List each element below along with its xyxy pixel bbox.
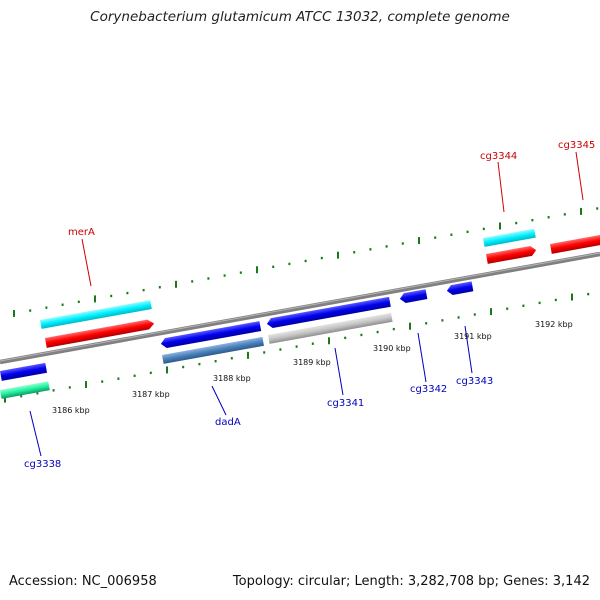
feature-cg3342-arrow [399, 289, 428, 303]
scale-label-3190: 3190 kbp [373, 344, 411, 353]
gene-label-cg3343: cg3343 [456, 376, 493, 387]
gene-label-cg3344: cg3344 [480, 151, 517, 162]
gene-label-cg3338: cg3338 [24, 459, 61, 470]
gene-label-cg3342: cg3342 [410, 384, 447, 395]
gene-label-merA: merA [68, 227, 95, 238]
feature-cg3338-arrow [0, 362, 48, 381]
gene-labels: merA cg3344 cg3345 cg3338 dadA cg3341 cg… [24, 140, 595, 470]
tick-row-upper [13, 207, 599, 317]
feature-merA-arrow [45, 319, 155, 348]
feature-cg3344-band [483, 228, 536, 247]
scale-label-3186: 3186 kbp [52, 406, 90, 415]
genome-summary-text: Topology: circular; Length: 3,282,708 bp… [232, 574, 590, 589]
gene-label-dadA: dadA [215, 417, 241, 428]
map-title: Corynebacterium glutamicum ATCC 13032, c… [90, 9, 510, 25]
scale-labels: 3186 kbp 3187 kbp 3188 kbp 3189 kbp 3190… [52, 320, 573, 415]
scale-label-3187: 3187 kbp [132, 390, 170, 399]
accession-text: Accession: NC_006958 [9, 574, 157, 589]
scale-label-3189: 3189 kbp [293, 358, 331, 367]
scale-label-3188: 3188 kbp [213, 374, 251, 383]
feature-cg3343-arrow [446, 281, 474, 295]
gene-label-cg3345: cg3345 [558, 140, 595, 151]
forward-features [40, 228, 600, 348]
feature-merA-band [40, 300, 152, 329]
feature-cg3341-arrow [266, 296, 391, 328]
leader-lines [29, 151, 584, 457]
gene-label-cg3341: cg3341 [327, 398, 364, 409]
feature-cg3338-band [0, 381, 50, 399]
feature-cg3344-arrow [486, 246, 537, 264]
reverse-features [0, 281, 474, 399]
backbone-line [0, 251, 600, 365]
feature-cg3341-band [268, 312, 393, 344]
feature-dadA-band [162, 336, 264, 364]
scale-label-3192: 3192 kbp [535, 320, 573, 329]
backbone-highlight [0, 252, 600, 362]
feature-cg3345-arrow [550, 233, 600, 254]
scale-label-3191: 3191 kbp [454, 332, 492, 341]
feature-dadA-arrow [160, 321, 262, 348]
